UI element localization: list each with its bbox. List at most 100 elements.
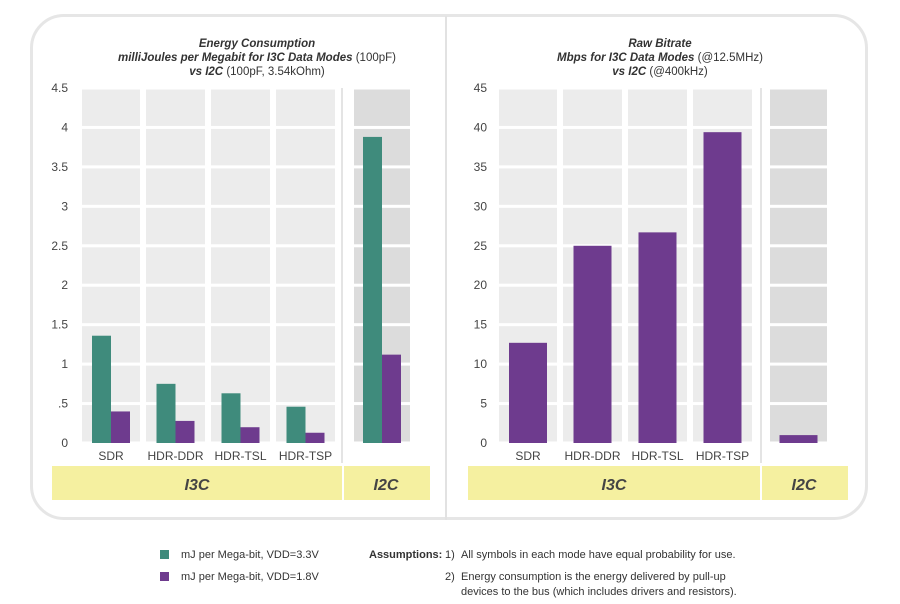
- y-tick-label: 45: [474, 81, 488, 95]
- panel-divider: [445, 16, 447, 520]
- plot-cell: [146, 89, 205, 126]
- group-band: [468, 466, 848, 500]
- bar-energy-sdr: [111, 411, 130, 443]
- chart-panel: [30, 14, 868, 520]
- plot-cell: [82, 168, 140, 205]
- y-tick-label: .5: [58, 397, 68, 411]
- y-tick-label: 15: [474, 318, 488, 332]
- y-tick-label: 20: [474, 278, 488, 292]
- plot-cell: [211, 207, 270, 245]
- legend-swatch-green: [160, 550, 169, 559]
- y-tick-label: 25: [474, 239, 488, 253]
- plot-cell: [211, 89, 270, 126]
- bar-energy-hdr-tsp: [286, 406, 306, 443]
- plot-cell: [499, 128, 557, 166]
- y-tick-label: 35: [474, 160, 488, 174]
- plot-cell: [499, 168, 557, 205]
- legend-swatch-purple: [160, 572, 169, 581]
- plot-cell: [628, 89, 687, 126]
- plot-cell: [276, 247, 335, 284]
- assumption-text: devices to the bus (which includes drive…: [461, 586, 737, 598]
- plot-cell: [276, 89, 335, 126]
- y-tick-label: 5: [480, 397, 487, 411]
- plot-cell: [82, 286, 140, 324]
- plot-cell: [276, 207, 335, 245]
- y-tick-label: 1.5: [51, 318, 68, 332]
- plot-cell: [276, 286, 335, 324]
- bar-bitrate-hdr-tsp: [703, 132, 742, 443]
- plot-cell: [770, 247, 827, 284]
- plot-cell: [82, 247, 140, 284]
- group-band-divider: [342, 466, 344, 500]
- plot-cell: [770, 326, 827, 363]
- plot-cell: [770, 286, 827, 324]
- plot-cell: [82, 207, 140, 245]
- plot-cell: [499, 286, 557, 324]
- y-tick-label: 0: [480, 436, 487, 450]
- group-band: [52, 466, 430, 500]
- bar-bitrate-hdr-ddr: [573, 245, 612, 443]
- plot-cell: [563, 128, 622, 166]
- y-tick-label: 4: [61, 120, 68, 134]
- bar-energy-hdr-tsl: [240, 427, 260, 443]
- y-tick-label: 3.5: [51, 160, 68, 174]
- plot-cell: [770, 365, 827, 403]
- plot-cell: [770, 207, 827, 245]
- group-label-i2c: I2C: [374, 477, 399, 494]
- x-tick-label: SDR: [98, 449, 124, 463]
- plot-cell: [146, 326, 205, 363]
- assumption-text: Energy consumption is the energy deliver…: [461, 571, 726, 583]
- y-tick-label: 10: [474, 357, 488, 371]
- legend-item: mJ per Mega-bit, VDD=1.8V: [160, 571, 319, 583]
- plot-cell: [146, 207, 205, 245]
- y-tick-label: 4.5: [51, 81, 68, 95]
- assumption-text: All symbols in each mode have equal prob…: [461, 549, 736, 561]
- bar-bitrate-sdr: [509, 342, 547, 443]
- plot-cell: [146, 247, 205, 284]
- bar-energy-hdr-ddr: [156, 383, 176, 443]
- plot-cell: [146, 286, 205, 324]
- legend-item: mJ per Mega-bit, VDD=3.3V: [160, 549, 319, 561]
- plot-cell: [354, 89, 410, 126]
- plot-cell: [563, 207, 622, 245]
- plot-cell: [628, 168, 687, 205]
- plot-cell: [146, 128, 205, 166]
- group-separator: [760, 88, 762, 463]
- assumptions-label: Assumptions:: [369, 549, 443, 561]
- x-tick-label: HDR-DDR: [148, 449, 204, 463]
- plot-cell: [770, 128, 827, 166]
- plot-cell: [770, 89, 827, 126]
- plot-cell: [82, 89, 140, 126]
- plot-cell: [82, 128, 140, 166]
- plot-cell: [211, 326, 270, 363]
- bar-energy-sdr: [92, 335, 111, 443]
- plot-cell: [563, 168, 622, 205]
- plot-cell: [276, 365, 335, 403]
- plot-cell: [211, 128, 270, 166]
- y-tick-label: 2: [61, 278, 68, 292]
- x-tick-label: HDR-TSL: [214, 449, 266, 463]
- plot-cell: [499, 247, 557, 284]
- y-tick-label: 0: [61, 436, 68, 450]
- assumption-number: 2): [445, 571, 455, 583]
- x-tick-label: HDR-DDR: [565, 449, 621, 463]
- y-tick-label: 1: [61, 357, 68, 371]
- assumption-number: 1): [445, 549, 455, 561]
- plot-cell: [770, 168, 827, 205]
- plot-cell: [276, 168, 335, 205]
- x-tick-label: SDR: [515, 449, 541, 463]
- bar-energy-i2c: [382, 354, 401, 443]
- bar-bitrate-i2c: [779, 435, 818, 443]
- bitrate-chart-title: Raw Bitrate Mbps for I3C Data Modes (@12…: [557, 38, 763, 78]
- group-label-i3c: I3C: [185, 477, 210, 494]
- plot-cell: [146, 168, 205, 205]
- x-tick-label: HDR-TSL: [631, 449, 683, 463]
- bar-energy-hdr-tsp: [305, 432, 325, 443]
- plot-cell: [276, 326, 335, 363]
- plot-cell: [211, 168, 270, 205]
- plot-cell: [499, 89, 557, 126]
- group-label-i3c: I3C: [602, 477, 627, 494]
- bar-bitrate-hdr-tsl: [638, 232, 677, 443]
- group-separator: [341, 88, 343, 463]
